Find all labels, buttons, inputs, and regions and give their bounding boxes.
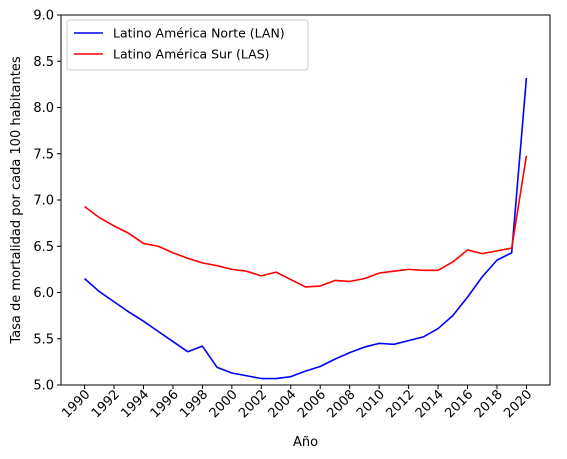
y-tick-label: 8.0 <box>33 101 54 116</box>
y-tick-label: 6.0 <box>33 286 54 301</box>
y-tick-label: 7.5 <box>33 147 54 162</box>
x-axis-ticks: 1990199219941996199820002002200420062008… <box>59 385 535 421</box>
y-tick-label: 5.0 <box>33 379 54 394</box>
plot-area-frame <box>60 14 551 386</box>
x-tick-label: 1996 <box>148 387 182 421</box>
x-tick-label: 2004 <box>266 387 300 421</box>
x-tick-label: 1994 <box>118 387 152 421</box>
y-tick-label: 5.5 <box>33 332 54 347</box>
x-tick-label: 2012 <box>383 387 417 421</box>
y-tick-label: 6.5 <box>33 240 54 255</box>
y-axis-label: Tasa de mortalidad por cada 100 habitant… <box>9 56 24 344</box>
x-tick-label: 1990 <box>59 387 93 421</box>
legend-label: Latino América Norte (LAN) <box>113 26 285 41</box>
x-tick-label: 1992 <box>89 387 123 421</box>
y-tick-label: 9.0 <box>33 9 54 24</box>
series-line-lan <box>84 77 528 380</box>
x-tick-label: 2008 <box>325 387 359 421</box>
x-tick-label: 2002 <box>236 387 270 421</box>
y-tick-label: 8.5 <box>33 55 54 70</box>
series-line-las <box>84 155 528 288</box>
x-tick-label: 2020 <box>501 387 535 421</box>
x-tick-label: 2010 <box>354 387 388 421</box>
x-tick-label: 2014 <box>413 387 447 421</box>
series-lines <box>84 77 528 380</box>
legend-label: Latino América Sur (LAS) <box>113 47 270 62</box>
x-tick-label: 2006 <box>295 387 329 421</box>
x-tick-label: 2018 <box>472 387 506 421</box>
x-tick-label: 2000 <box>207 387 241 421</box>
x-tick-label: 2016 <box>442 387 476 421</box>
y-axis-ticks: 5.0 5.5 6.0 6.5 7.0 7.5 8.0 8.5 9.0 <box>33 9 61 394</box>
x-tick-label: 1998 <box>177 387 211 421</box>
legend: Latino América Norte (LAN) Latino América… <box>66 19 309 71</box>
y-tick-label: 7.0 <box>33 194 54 209</box>
x-axis-label: Año <box>293 435 318 450</box>
legend-box <box>66 19 309 71</box>
